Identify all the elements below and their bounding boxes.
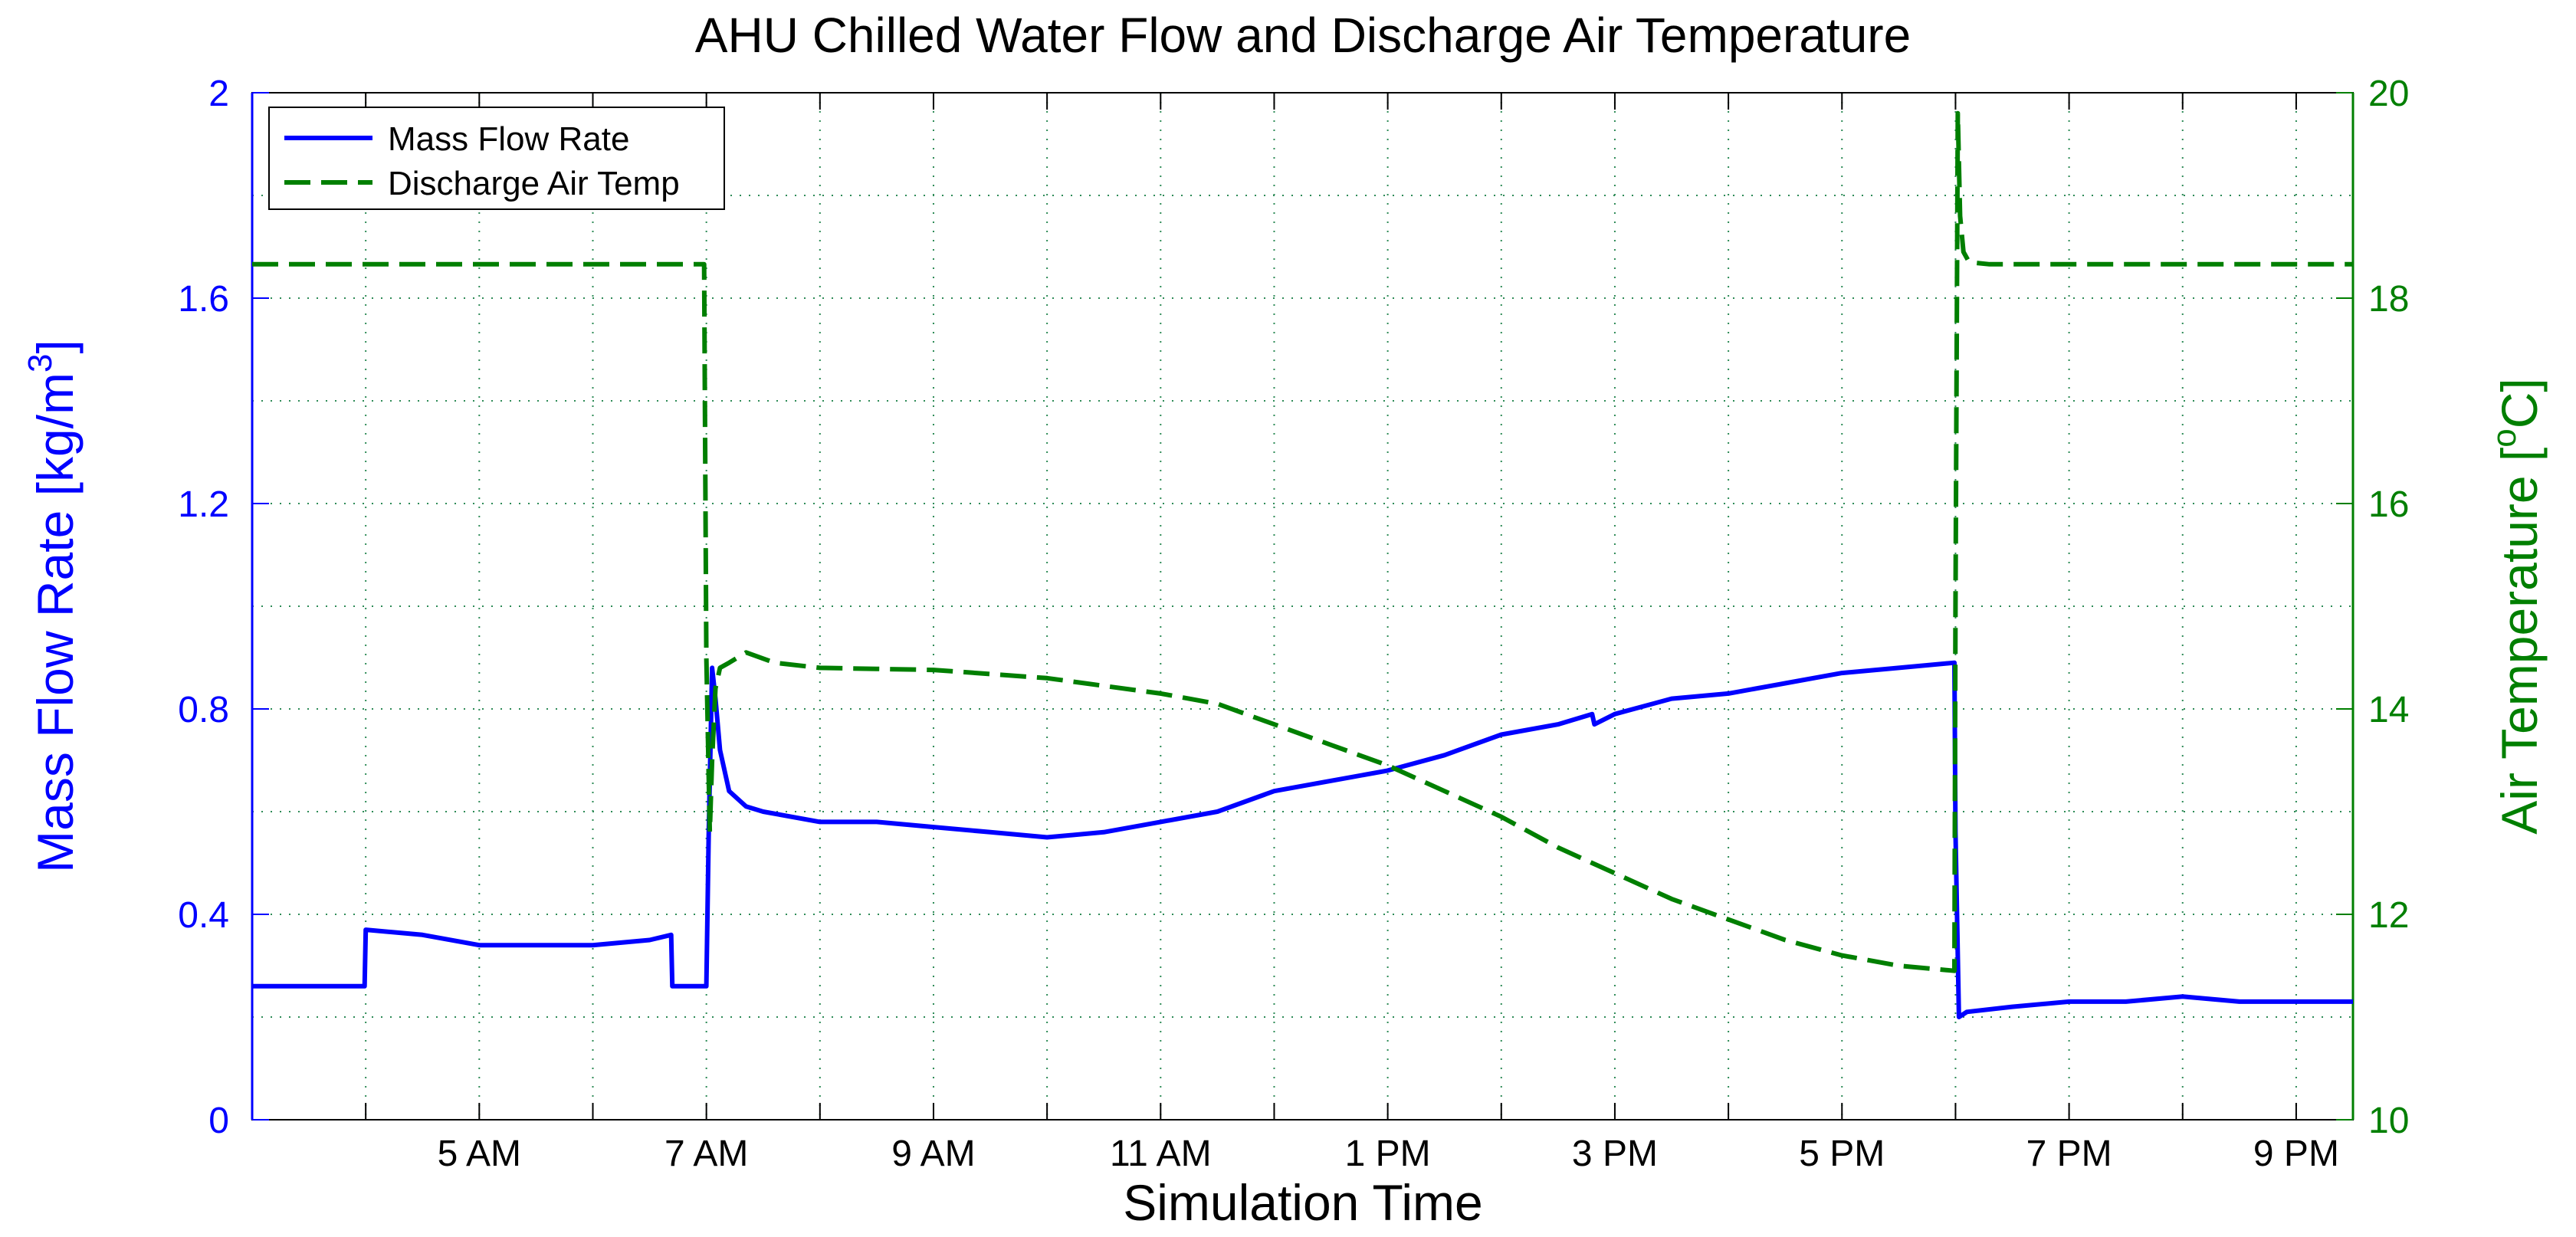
left-axis-ticks: 0 0.4 0.8 1.2 1.6 2	[178, 74, 269, 1141]
x-tick-label: 5 AM	[438, 1134, 521, 1174]
x-tick-label: 3 PM	[1572, 1134, 1658, 1174]
y-tick-label-left: 0.4	[178, 895, 229, 936]
x-tick-label: 7 AM	[665, 1134, 748, 1174]
y-tick-label-left: 0	[208, 1101, 229, 1141]
x-tick-label: 5 PM	[1799, 1134, 1885, 1174]
y-tick-label-left: 0.8	[178, 690, 229, 730]
series-line-mass-flow	[252, 660, 2353, 1019]
legend-label-discharge-temp: Discharge Air Temp	[388, 165, 680, 202]
left-axis-label-tail: ]	[27, 340, 84, 353]
y-tick-label-right: 12	[2368, 895, 2409, 936]
legend: Mass Flow Rate Discharge Air Temp	[268, 107, 725, 210]
x-axis-ticks: 5 AM 7 AM 9 AM 11 AM 1 PM 3 PM 5 PM 7 PM 9 PM	[365, 93, 2339, 1174]
legend-label-mass-flow: Mass Flow Rate	[388, 120, 629, 158]
grid-lines	[252, 92, 2353, 1121]
right-axis-label-main: Air Temperature [	[2491, 448, 2548, 835]
y-tick-label-right: 14	[2368, 690, 2409, 730]
right-axis-label: Air Temperature [oC]	[2486, 378, 2548, 834]
legend-box	[268, 107, 725, 210]
x-tick-label: 7 PM	[2026, 1134, 2112, 1174]
y-tick-label-right: 18	[2368, 279, 2409, 320]
x-tick-label: 9 AM	[891, 1134, 975, 1174]
y-tick-label-right: 16	[2368, 484, 2409, 525]
x-tick-label: 11 AM	[1110, 1134, 1212, 1174]
series-layer	[252, 110, 2353, 1019]
series-line-discharge-temp	[252, 110, 2353, 973]
y-tick-label-left: 1.2	[178, 484, 229, 525]
right-axis-label-superscript: o	[2486, 428, 2523, 447]
chart-title: AHU Chilled Water Flow and Discharge Air…	[695, 8, 1911, 63]
x-tick-label: 9 PM	[2253, 1134, 2339, 1174]
right-axis-ticks: 10 12 14 16 18 20	[2336, 74, 2409, 1141]
y-tick-label-left: 1.6	[178, 279, 229, 320]
y-tick-label-left: 2	[208, 74, 229, 114]
x-axis-label: Simulation Time	[1123, 1174, 1483, 1231]
y-tick-label-right: 20	[2368, 74, 2409, 114]
right-axis-label-tail: C]	[2491, 378, 2548, 428]
x-tick-label: 1 PM	[1345, 1134, 1431, 1174]
left-axis-label: Mass Flow Rate [kg/m3]	[21, 340, 84, 873]
left-axis-label-superscript: 3	[21, 354, 59, 372]
y-tick-label-right: 10	[2368, 1101, 2409, 1141]
left-axis-label-main: Mass Flow Rate [kg/m	[27, 372, 84, 873]
